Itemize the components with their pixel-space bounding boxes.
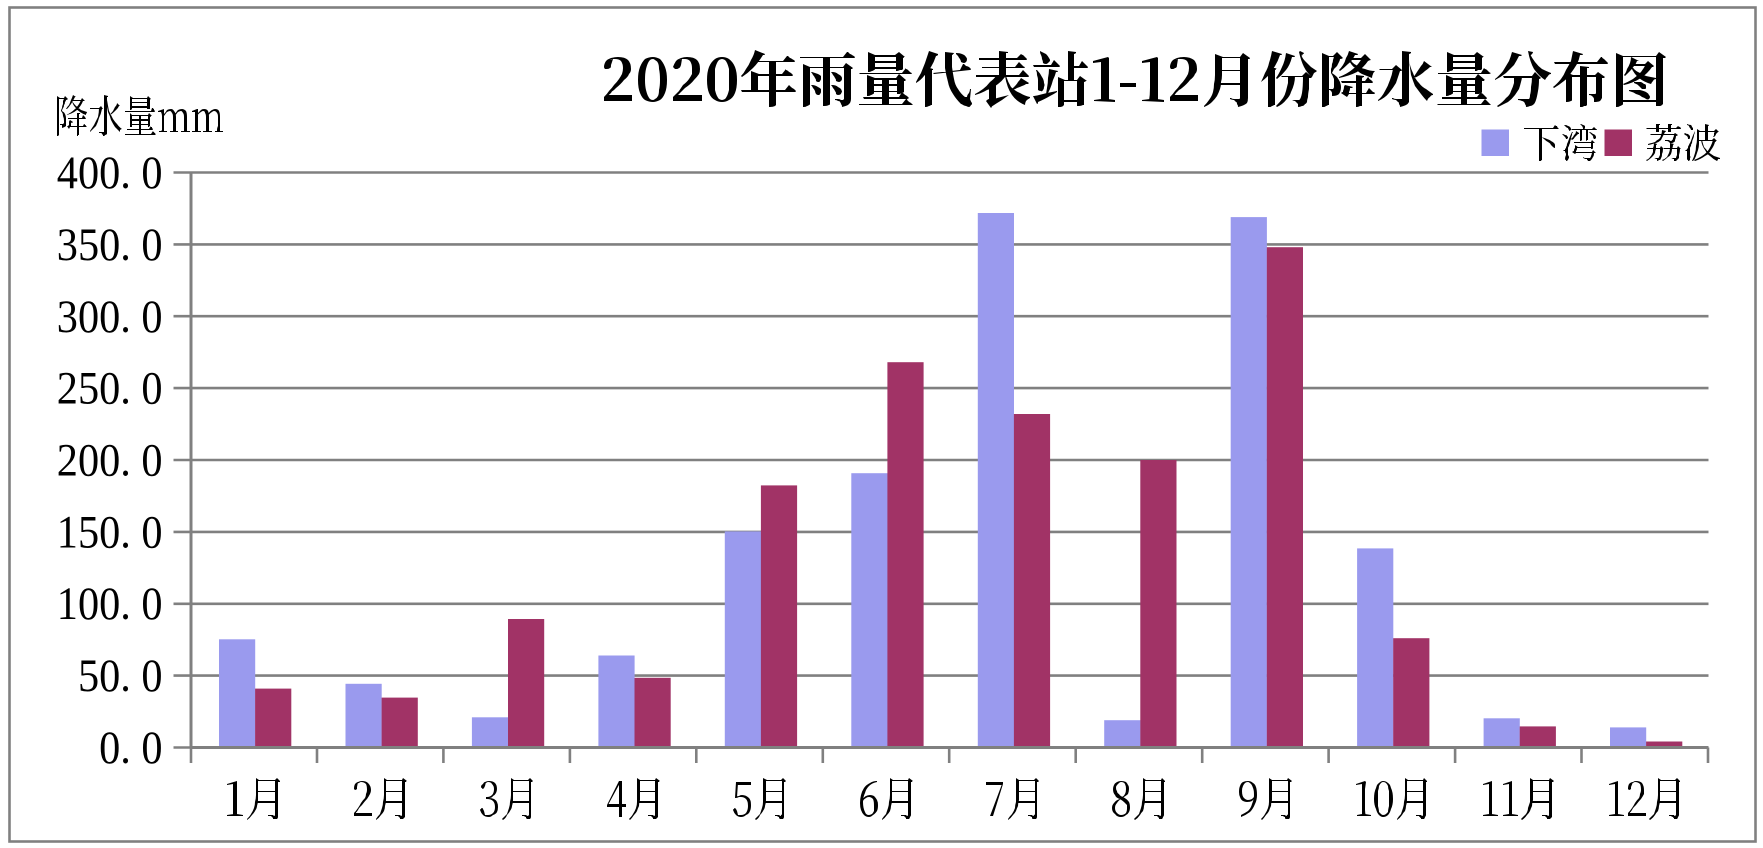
- svg-text:300. 0: 300. 0: [57, 290, 163, 343]
- svg-text:150. 0: 150. 0: [57, 505, 163, 558]
- svg-text:0. 0: 0. 0: [99, 721, 162, 774]
- svg-text:50. 0: 50. 0: [78, 649, 163, 702]
- svg-text:100. 0: 100. 0: [57, 577, 163, 630]
- svg-text:250. 0: 250. 0: [57, 362, 163, 415]
- svg-text:400. 0: 400. 0: [57, 146, 163, 199]
- svg-text:350. 0: 350. 0: [57, 218, 163, 271]
- svg-text:200. 0: 200. 0: [57, 433, 163, 486]
